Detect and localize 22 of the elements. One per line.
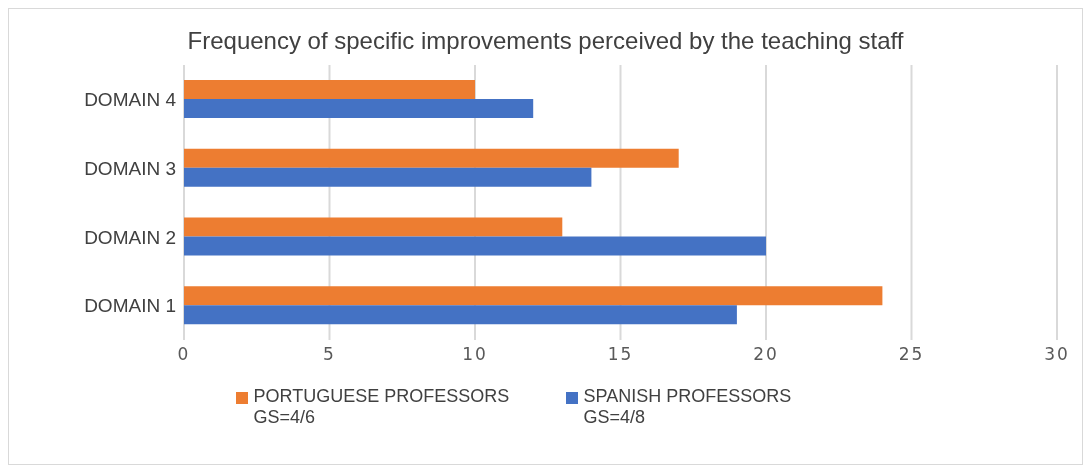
x-tick-label: 25 bbox=[898, 344, 925, 365]
legend-label: SPANISH PROFESSORS GS=4/8 bbox=[583, 386, 793, 428]
y-tick-label: DOMAIN 4 bbox=[84, 89, 177, 111]
x-tick-label: 5 bbox=[323, 344, 336, 365]
bar bbox=[184, 217, 563, 237]
bar bbox=[184, 236, 766, 256]
bar bbox=[184, 148, 679, 168]
x-tick-label: 0 bbox=[177, 344, 191, 365]
legend-label: PORTUGUESE PROFESSORS GS=4/6 bbox=[253, 386, 511, 428]
bar bbox=[184, 99, 534, 118]
x-tick-label: 15 bbox=[607, 344, 634, 365]
x-tick-label: 10 bbox=[462, 344, 488, 365]
bar bbox=[184, 167, 592, 187]
bar bbox=[184, 80, 475, 99]
bar bbox=[184, 305, 737, 325]
y-tick-label: DOMAIN 1 bbox=[84, 295, 176, 317]
y-tick-label: DOMAIN 3 bbox=[84, 157, 176, 179]
bar bbox=[184, 286, 883, 306]
x-tick-label: 20 bbox=[753, 344, 779, 365]
x-tick-label: 30 bbox=[1044, 344, 1070, 365]
y-tick-label: DOMAIN 2 bbox=[84, 226, 176, 248]
chart-title: Frequency of specific improvements perceived by the teaching staff bbox=[186, 26, 905, 55]
